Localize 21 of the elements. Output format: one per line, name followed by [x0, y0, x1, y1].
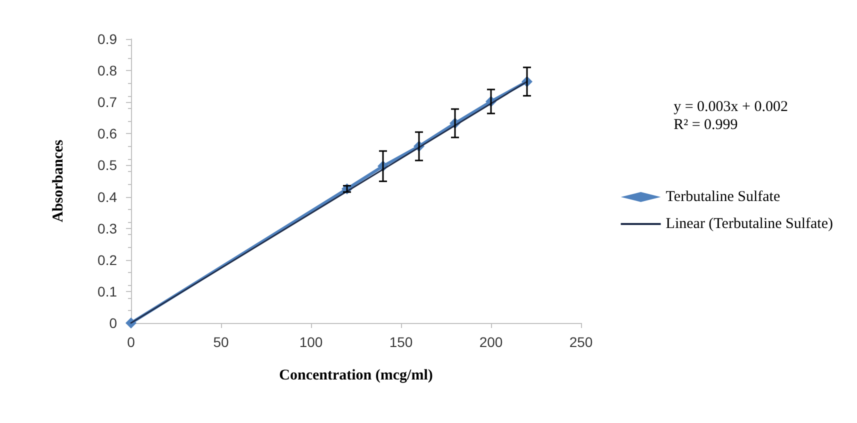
y-tick-label: 0.9 — [98, 31, 118, 47]
legend-label: Linear (Terbutaline Sulfate) — [666, 216, 834, 232]
x-tick-label: 0 — [127, 334, 136, 350]
y-tick-label: 0.5 — [98, 157, 118, 174]
y-tick-label: 0.2 — [98, 252, 118, 268]
text: y = 0.003x + 0.002 R² = 0.999 — [674, 99, 788, 133]
x-tick-label: 250 — [569, 334, 593, 350]
y-axis-title: Absorbances — [50, 140, 66, 222]
y-tick-label: 0.7 — [98, 94, 118, 110]
x-tick-label: 100 — [299, 334, 323, 350]
x-tick-label: 200 — [479, 334, 503, 350]
x-tick-label: 50 — [213, 334, 229, 350]
y-tick-label: 0.3 — [98, 220, 118, 236]
y-tick-label: 0.8 — [98, 62, 118, 79]
legend-label: Terbutaline Sulfate — [666, 189, 780, 205]
x-tick-label: 150 — [389, 334, 413, 350]
x-axis-title: Concentration (mcg/ml) — [279, 368, 433, 384]
y-tick-label: 0.6 — [98, 126, 118, 142]
y-tick-label: 0.1 — [98, 283, 118, 300]
y-tick-label: 0.4 — [98, 188, 118, 205]
y-tick-label: 0 — [109, 315, 118, 331]
